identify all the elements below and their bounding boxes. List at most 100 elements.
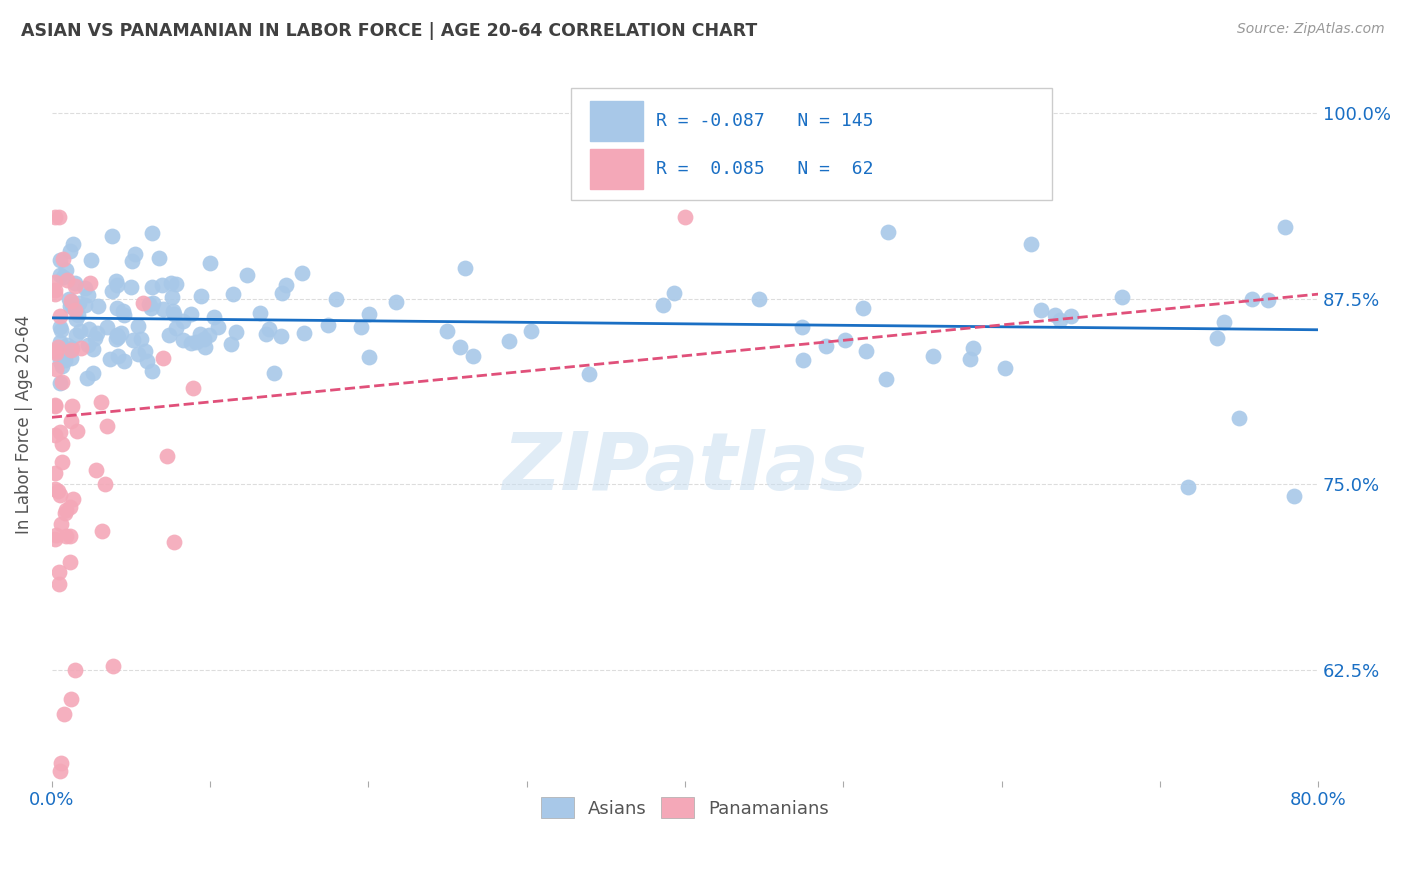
Point (62, 492, 84, 507)
Point (141, 280, 163, 294)
Point (852, 301, 875, 316)
Point (349, 320, 371, 334)
Point (63, 279, 86, 293)
Point (49, 425, 72, 439)
Point (53, 352, 76, 367)
Point (62, 297, 84, 311)
Point (1229, 410, 1251, 425)
Point (44, 210, 66, 224)
Point (461, 349, 484, 363)
Point (257, 322, 280, 336)
Point (107, 350, 129, 364)
Point (107, 329, 129, 343)
Point (792, 353, 814, 368)
Point (578, 368, 600, 382)
Point (150, 277, 173, 292)
Point (51, 756, 73, 771)
Point (51, 376, 73, 390)
Point (44, 343, 66, 358)
Point (188, 327, 211, 342)
Point (56, 338, 79, 352)
Point (1284, 489, 1306, 503)
Point (384, 294, 406, 309)
Point (59, 692, 82, 706)
Point (270, 329, 292, 343)
Point (129, 332, 152, 346)
Point (59, 244, 82, 259)
Point (1049, 312, 1071, 326)
Point (1206, 331, 1229, 345)
Text: ZIPatlas: ZIPatlas (502, 428, 868, 507)
Point (51, 270, 73, 285)
Point (790, 320, 813, 334)
Point (127, 347, 149, 361)
Text: ASIAN VS PANAMANIAN IN LABOR FORCE | AGE 20-64 CORRELATION CHART: ASIAN VS PANAMANIAN IN LABOR FORCE | AGE… (21, 22, 758, 40)
Point (186, 335, 208, 350)
Point (60, 343, 83, 357)
FancyBboxPatch shape (571, 87, 1052, 201)
Point (65, 312, 87, 326)
Point (84, 462, 107, 476)
Point (77, 288, 100, 302)
Point (59, 529, 82, 543)
Point (48, 354, 70, 368)
Point (748, 292, 770, 306)
Point (152, 301, 174, 316)
Point (875, 372, 897, 386)
Point (921, 349, 943, 363)
Point (263, 366, 285, 380)
Text: Source: ZipAtlas.com: Source: ZipAtlas.com (1237, 22, 1385, 37)
Point (82, 343, 104, 357)
Point (172, 333, 194, 347)
Point (219, 337, 242, 351)
Point (49, 488, 72, 502)
Point (66, 425, 89, 439)
Point (79, 276, 101, 290)
Point (163, 534, 186, 549)
Point (454, 260, 477, 275)
Point (48, 320, 70, 334)
Point (1045, 308, 1067, 322)
Point (49, 516, 72, 531)
Point (156, 449, 179, 463)
Point (94, 477, 117, 491)
FancyBboxPatch shape (591, 149, 643, 189)
Point (73, 298, 96, 312)
Point (1257, 293, 1279, 308)
Point (159, 276, 181, 290)
Point (652, 298, 675, 312)
Point (75, 281, 97, 295)
Point (112, 308, 135, 322)
Point (662, 286, 685, 301)
Point (45, 528, 67, 542)
Point (62, 237, 84, 252)
Point (44, 482, 66, 496)
Point (48, 334, 70, 349)
Point (48, 565, 70, 579)
Point (45, 346, 67, 360)
Point (90, 394, 112, 409)
Point (53, 707, 76, 722)
Point (141, 364, 163, 378)
Text: R =  0.085   N =  62: R = 0.085 N = 62 (655, 160, 873, 178)
Point (69, 324, 91, 338)
Point (120, 280, 142, 294)
Point (1111, 290, 1133, 304)
Point (63, 276, 86, 290)
Point (112, 353, 135, 368)
Point (436, 324, 458, 338)
Point (44, 427, 66, 442)
Point (59, 555, 82, 569)
Point (48, 764, 70, 778)
Point (53, 506, 76, 520)
Y-axis label: In Labor Force | Age 20-64: In Labor Force | Age 20-64 (15, 315, 32, 534)
Point (291, 266, 314, 280)
Point (357, 350, 380, 364)
Point (1060, 309, 1083, 323)
Point (193, 332, 215, 346)
Point (994, 361, 1017, 376)
Point (325, 293, 347, 307)
Point (160, 289, 183, 303)
FancyBboxPatch shape (591, 102, 643, 141)
Point (70, 342, 93, 356)
